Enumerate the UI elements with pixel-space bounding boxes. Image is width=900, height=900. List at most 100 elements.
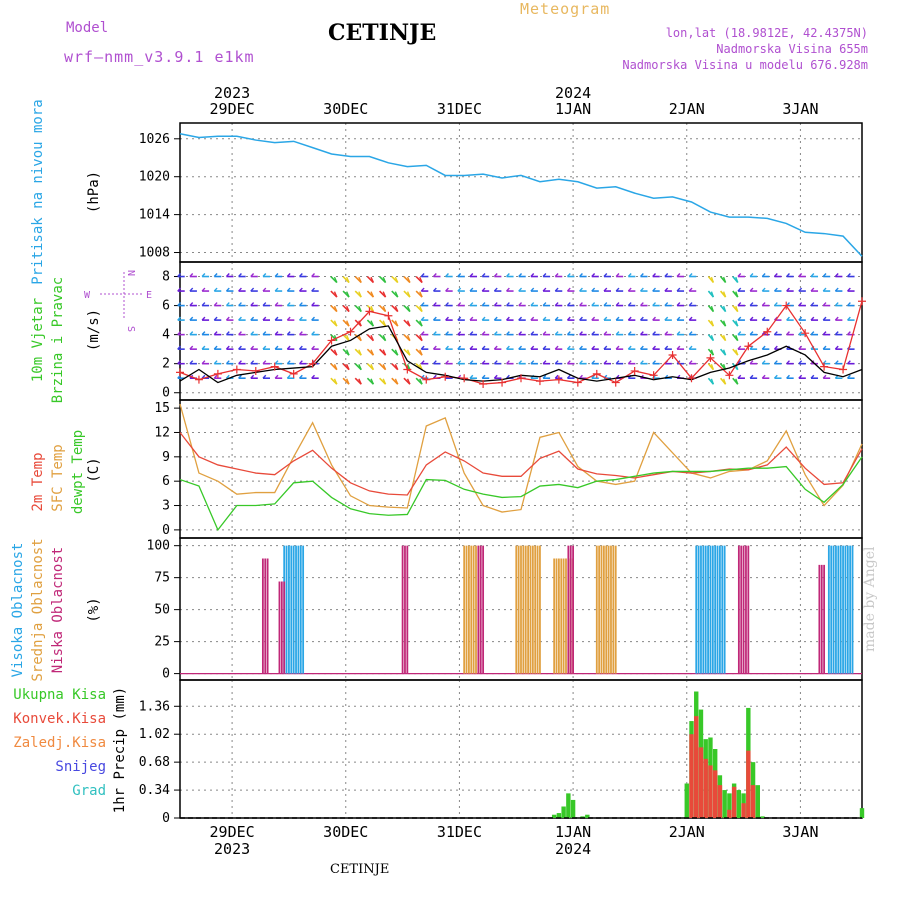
wind-barb-head [262,302,267,307]
precip-legend-item: Snijeg [55,759,106,775]
wind-barb-head [469,287,474,292]
wind-barb-head [286,316,291,321]
wind-barb-head [773,302,778,307]
precip-legend-item: Ukupna Kisa [13,687,106,703]
wind-barb-head [189,302,194,307]
wind-barb-head [201,360,206,365]
wind-barb-head [603,316,608,321]
wind-barb-head [847,287,851,292]
wind-barb-head [652,345,657,350]
wind-barb-head [445,316,449,321]
wind-barb-head [773,360,778,365]
wind-barb-head [274,360,279,365]
wind-barb-head [445,287,449,292]
wind-barb-head [652,331,657,336]
wind-barb-head [722,378,727,385]
y-tick-label: 100 [147,539,170,554]
wind-barb-head [370,291,375,298]
wind-gust-marker [403,365,412,374]
wind-barb-head [542,331,547,336]
wind-barb-head [419,320,423,327]
wind-barb-head [394,276,399,283]
convective-rain-bar [746,750,751,818]
wind-barb-head [688,360,693,365]
wind-barb-head [445,331,449,336]
mid-cloud-axis-label: Srednja Oblacnost [30,538,46,681]
wind-barb-head [640,360,644,365]
wind-barb-head [735,320,739,327]
wind-barb-head [201,273,206,278]
bottom-year-label: 2023 [214,840,250,858]
wind-barb-head [213,345,218,350]
wind-barb-head [262,273,267,278]
bottom-date-label: 3JAN [782,823,818,841]
wind-barb-head [566,331,571,336]
wind-barb-head [761,316,766,321]
wind-barb-head [822,331,827,336]
wind-barb-head [262,316,267,321]
wind-barb-head [735,349,739,356]
wind-barb-head [481,273,486,278]
top-date-label: 29DEC [210,100,255,118]
wind-barb-head [493,360,498,365]
wind-barb-head [225,374,230,379]
wind-barb-head [213,302,218,307]
wind-barb-head [406,378,411,385]
wind-barb-head [506,331,510,336]
wind-barb-head [419,349,423,356]
wind-barb-head [177,331,182,336]
wind-barb-head [688,345,693,350]
wind-barb-head [786,287,790,292]
wind-barb-head [579,273,583,278]
wind-barb-head [238,331,242,336]
wind-barb-head [810,287,815,292]
wind-barb-head [722,320,727,327]
wind-barb-head [773,287,778,292]
wind-barb-head [627,273,632,278]
wind-barb-head [761,374,766,379]
wind-barb-head [554,360,559,365]
wind-barb-head [676,302,681,307]
wind-barb-head [579,331,583,336]
wind-barb-head [262,331,267,336]
wind-barb-head [847,302,851,307]
y-tick-label: 1008 [139,246,170,261]
wind-barb-head [518,331,523,336]
y-tick-label: 50 [154,603,170,618]
cloud-unit-label: (%) [86,597,102,622]
wind-gust-marker [535,377,544,386]
wind-barb-head [238,287,242,292]
precip-axis-label: 1hr Precip (mm) [112,687,128,813]
wind-barb-head [457,360,462,365]
wind-barb-head [432,360,437,365]
wind-barb-head [201,374,206,379]
2m-temp-line [179,432,863,496]
wind-barb-head [615,331,620,336]
wind-barb-head [457,273,462,278]
wind-barb-head [406,305,411,312]
wind-barb-head [640,316,644,321]
top-year-label: 2024 [555,84,591,102]
wind-barb-head [664,345,669,350]
bottom-date-label: 30DEC [323,823,368,841]
wind-barb-head [358,334,362,341]
wind-barb-head [773,331,778,336]
wind-barb-head [201,302,206,307]
wind-barb-head [810,273,815,278]
wind-barb-head [238,345,242,350]
wind-barb-head [274,331,279,336]
wind-barb-head [213,273,218,278]
wind-barb-head [346,276,350,283]
convective-rain-bar [727,809,732,818]
wind-barb-head [579,374,583,379]
wind-barb-head [761,360,766,365]
wind-barb-head [737,287,742,292]
dewpoint-line [179,456,863,532]
wind-barb-head [506,345,510,350]
wind-barb-head [652,287,657,292]
wind-gust-marker [346,327,355,336]
wind-barb-head [274,345,279,350]
wind-barb-head [286,374,291,379]
station-title: CETINJE [328,20,437,46]
wind-barb-head [798,302,803,307]
